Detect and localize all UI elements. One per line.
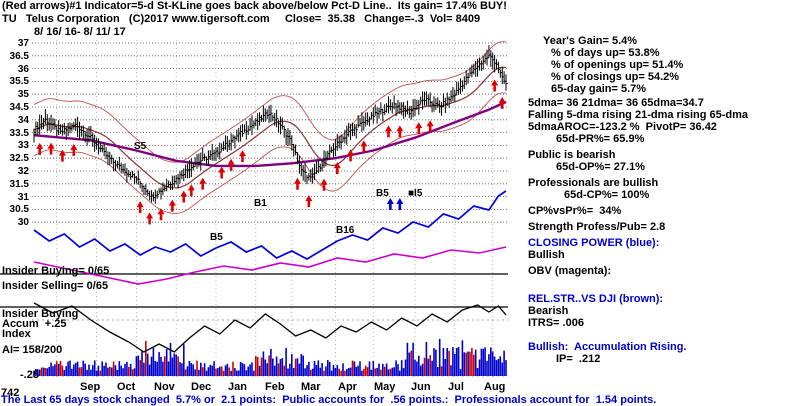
signal-label: B1	[254, 198, 267, 209]
insider-label: -.25	[20, 369, 39, 381]
signal-label: S5	[134, 141, 147, 152]
month-label: May	[374, 381, 396, 393]
insider-label: Accum +.25	[2, 318, 67, 330]
price-axis-label: 33	[17, 140, 29, 152]
stats-line: Bullish	[528, 249, 565, 261]
footer-summary: The Last 65 days stock changed 5.7% or 2…	[1, 394, 657, 406]
month-label: Nov	[154, 381, 175, 393]
signal-label: B5	[210, 232, 223, 243]
insider-label: Index	[2, 328, 31, 340]
price-axis-label: 30	[17, 217, 29, 229]
stats-line: Falling 5-dma rising 21-dma rising 65-dm…	[528, 109, 749, 121]
price-axis-label: 33.5	[9, 127, 29, 139]
stats-line: REL.STR..VS DJI (brown):	[528, 293, 664, 305]
stats-line: 5dmaAROC=-123.2 % PivotP= 36.42	[528, 121, 717, 133]
indicator-headline: (Red arrows)#1 Indicator=5-d St-KLine go…	[2, 0, 507, 12]
price-axis-label: 34.5	[9, 102, 29, 113]
stats-line: Public is bearish	[528, 149, 616, 161]
stats-line: Bearish	[528, 305, 569, 317]
month-label: Apr	[338, 381, 357, 393]
month-label: Jun	[411, 381, 431, 393]
month-label: Aug	[484, 381, 506, 393]
date-range: 8/ 16/ 16- 8/ 11/ 17	[34, 26, 126, 38]
month-label: Feb	[265, 381, 285, 393]
price-axis-label: 32	[17, 166, 29, 177]
insider-label: AI= 158/200	[2, 344, 63, 356]
price-axis-label: 35	[17, 89, 29, 101]
stats-line: Professionals are bullish	[528, 177, 659, 189]
stats-line: CLOSING POWER (blue):	[528, 237, 660, 249]
stats-line: 65-day gain= 5.7%	[551, 83, 647, 95]
month-label: Mar	[301, 381, 321, 393]
stats-line: IP= .212	[556, 353, 601, 365]
month-label: Jul	[448, 381, 464, 393]
month-label: Oct	[117, 381, 136, 393]
stats-line: % of closings up= 54.2%	[551, 71, 680, 83]
price-axis-label: 32.5	[9, 153, 29, 165]
stats-line: 65d-CP%= 100%	[564, 189, 650, 201]
stats-line: Year's Gain= 5.4%	[543, 35, 638, 47]
insider-label: Insider Selling= 0/65	[2, 280, 109, 292]
month-label: Jan	[228, 381, 247, 393]
price-axis-label: 35.5	[9, 76, 29, 88]
month-label: Dec	[191, 381, 212, 393]
stats-line: 65d-PR%= 65.9%	[556, 133, 645, 145]
price-axis-label: 31.5	[9, 178, 29, 190]
stats-line: ITRS= .006	[528, 317, 584, 329]
price-axis-label: 31	[17, 191, 29, 203]
insider-label: Insider Buying	[2, 308, 79, 320]
price-axis-label: 30.5	[9, 204, 29, 216]
signal-label: B5	[376, 188, 389, 199]
stats-line: 65d-OP%= 27.1%	[556, 161, 645, 173]
stats-line: % of openings up= 51.4%	[551, 59, 684, 71]
month-label: Sep	[80, 381, 101, 393]
stats-line: Strength Profess/Pub= 2.8	[528, 221, 666, 233]
signal-label: ■I5	[408, 188, 423, 199]
stats-line: % of days up= 53.8%	[551, 47, 660, 59]
stats-line: 5dma= 36 21dma= 36 65dma=34.7	[528, 97, 704, 109]
price-axis-label: 34	[17, 114, 29, 126]
stats-line: Bullish: Accumulation Rising.	[528, 341, 687, 353]
price-axis-label: 36	[17, 63, 29, 75]
price-axis-label: 37	[17, 38, 29, 49]
ticker-info-line: TU Telus Corporation (C)2017 www.tigerso…	[2, 13, 481, 25]
price-axis-label: 36.5	[9, 50, 29, 62]
stats-line: CP%vsPr%= 34%	[528, 205, 622, 217]
insider-label: Insider Buying= 0/65	[2, 265, 110, 277]
signal-label: B16	[336, 225, 355, 236]
footer-number: 742	[1, 387, 20, 399]
stats-line: OBV (magenta):	[528, 265, 612, 277]
